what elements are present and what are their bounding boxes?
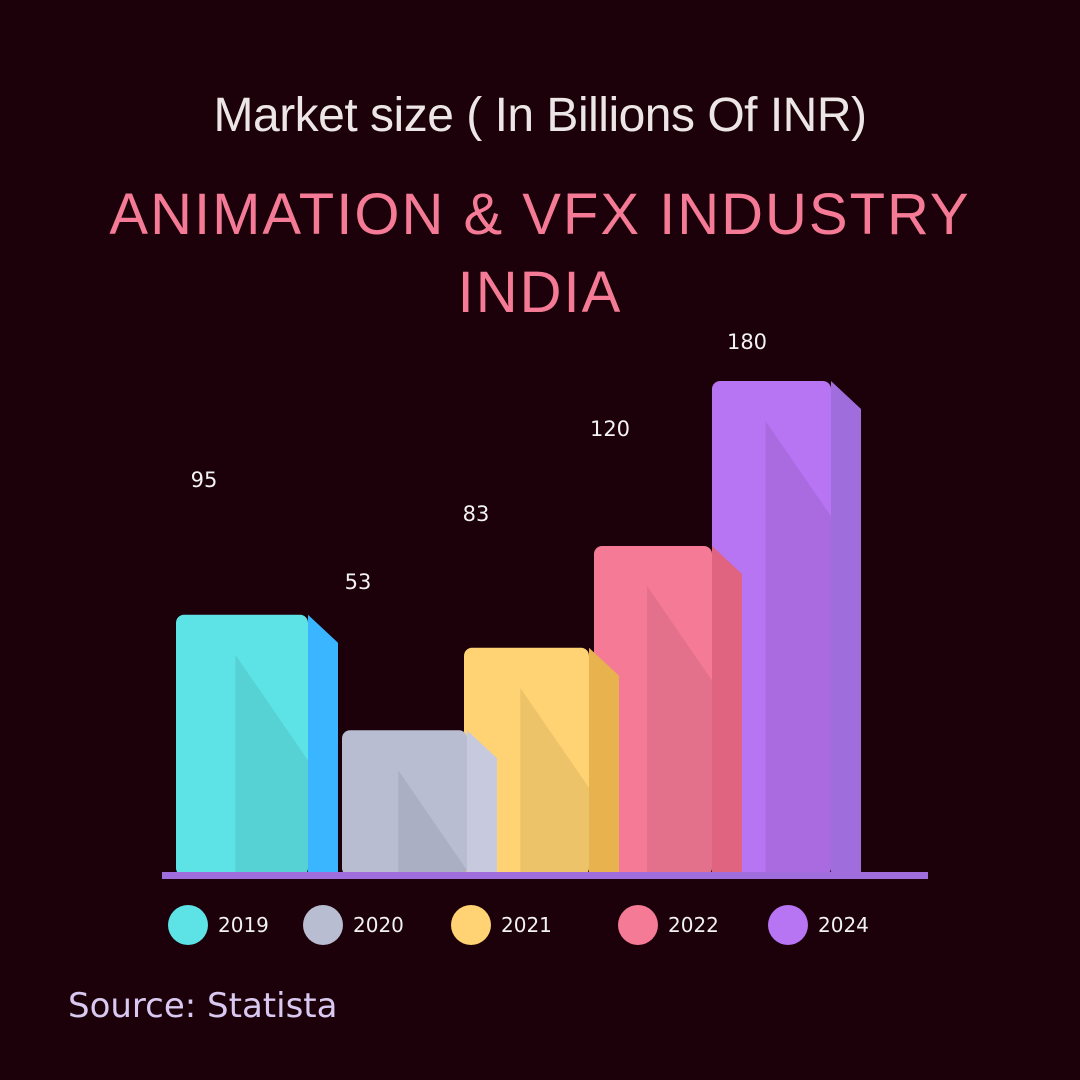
bar-shading-2024	[765, 421, 831, 876]
legend-swatch-2020	[303, 905, 343, 945]
chart-title: ANIMATION & VFX INDUSTRY INDIA	[109, 182, 971, 325]
legend-swatch-2024	[768, 905, 808, 945]
bar-side-2024	[831, 381, 861, 876]
bar-shading-2020	[398, 770, 467, 876]
value-label-2021: 83	[463, 502, 490, 526]
bar-shading-2019	[235, 654, 308, 876]
bar-front-2022	[594, 546, 712, 876]
legend-label-2019: 2019	[218, 913, 269, 937]
value-label-2024: 180	[727, 330, 767, 354]
value-label-2022: 120	[590, 417, 630, 441]
bar-side-2022	[712, 546, 742, 876]
legend-label-2021: 2021	[501, 913, 552, 937]
legend-swatch-2021	[451, 905, 491, 945]
legend-label-2024: 2024	[818, 913, 869, 937]
source-note: Source: Statista	[68, 986, 338, 1026]
legend-swatch-2019	[168, 905, 208, 945]
bar-2019	[176, 614, 338, 876]
legend-swatch-2022	[618, 905, 658, 945]
bar-side-2019	[308, 614, 338, 876]
bar-shading-2021	[520, 687, 589, 876]
bar-shading-2022	[647, 586, 712, 876]
legend-label-2022: 2022	[668, 913, 719, 937]
x-axis-baseline	[162, 872, 928, 879]
legend-label-2020: 2020	[353, 913, 404, 937]
bar-side-2020	[467, 730, 497, 876]
bar-side-2021	[589, 647, 619, 876]
bar-2022	[594, 546, 742, 876]
bar-front-2020	[342, 730, 467, 876]
bar-2020	[342, 730, 497, 876]
bar-front-2019	[176, 614, 308, 876]
value-label-2019: 95	[191, 468, 218, 492]
value-label-2020: 53	[345, 570, 372, 594]
chart-subtitle: Market size ( In Billions Of INR)	[213, 89, 867, 142]
